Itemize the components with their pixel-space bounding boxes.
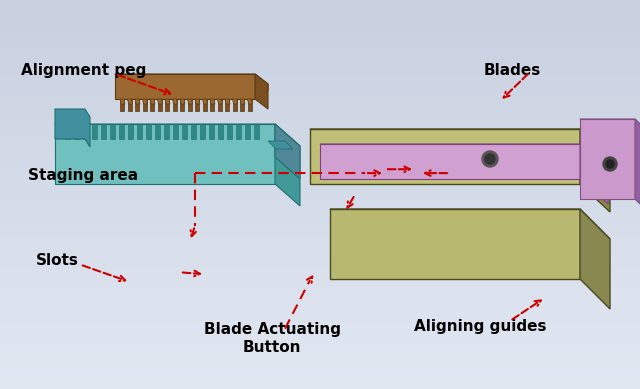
Polygon shape	[180, 99, 184, 111]
Polygon shape	[320, 144, 608, 169]
Polygon shape	[128, 124, 133, 139]
Polygon shape	[65, 124, 70, 139]
Polygon shape	[202, 99, 207, 111]
Polygon shape	[127, 99, 132, 104]
Polygon shape	[195, 99, 199, 111]
Polygon shape	[580, 119, 635, 199]
Polygon shape	[232, 99, 237, 104]
Polygon shape	[200, 124, 205, 139]
Text: Blades: Blades	[483, 63, 541, 77]
Polygon shape	[157, 99, 163, 104]
Polygon shape	[202, 99, 207, 104]
Polygon shape	[188, 99, 193, 104]
Polygon shape	[146, 124, 151, 139]
Text: Blade Actuating
Button: Blade Actuating Button	[204, 322, 340, 355]
Polygon shape	[120, 99, 124, 111]
Polygon shape	[210, 99, 215, 104]
Polygon shape	[268, 141, 293, 149]
Polygon shape	[127, 99, 131, 111]
Polygon shape	[92, 124, 97, 139]
Polygon shape	[157, 99, 161, 111]
Polygon shape	[635, 119, 640, 227]
Polygon shape	[173, 99, 177, 111]
Polygon shape	[101, 124, 106, 139]
Polygon shape	[74, 124, 79, 139]
Circle shape	[485, 154, 495, 164]
Circle shape	[606, 160, 614, 168]
Polygon shape	[182, 124, 187, 139]
Polygon shape	[225, 99, 229, 111]
Polygon shape	[110, 124, 115, 139]
Polygon shape	[119, 124, 124, 139]
Polygon shape	[248, 99, 252, 111]
Circle shape	[482, 151, 498, 167]
Polygon shape	[55, 109, 90, 147]
Polygon shape	[209, 124, 214, 139]
Polygon shape	[254, 124, 259, 139]
Polygon shape	[143, 99, 147, 111]
Polygon shape	[580, 119, 640, 147]
Polygon shape	[580, 144, 608, 204]
Polygon shape	[150, 99, 154, 111]
Polygon shape	[236, 124, 241, 139]
Polygon shape	[115, 74, 268, 91]
Polygon shape	[150, 99, 155, 104]
Polygon shape	[225, 99, 230, 104]
Polygon shape	[310, 129, 580, 184]
Polygon shape	[164, 124, 169, 139]
Polygon shape	[218, 99, 221, 111]
Polygon shape	[180, 99, 185, 104]
Polygon shape	[173, 99, 177, 104]
Polygon shape	[248, 99, 253, 104]
Polygon shape	[218, 99, 223, 104]
Text: Slots: Slots	[36, 253, 79, 268]
Text: Alignment peg: Alignment peg	[20, 63, 146, 77]
Polygon shape	[165, 99, 170, 104]
Polygon shape	[275, 124, 300, 179]
Polygon shape	[218, 124, 223, 139]
Polygon shape	[580, 209, 610, 309]
Polygon shape	[135, 99, 139, 111]
Polygon shape	[330, 209, 580, 279]
Polygon shape	[240, 99, 244, 111]
Polygon shape	[115, 74, 255, 99]
Polygon shape	[137, 124, 142, 139]
Text: Staging area: Staging area	[28, 168, 138, 182]
Polygon shape	[135, 99, 140, 104]
Polygon shape	[173, 124, 178, 139]
Text: Aligning guides: Aligning guides	[413, 319, 547, 334]
Polygon shape	[227, 124, 232, 139]
Polygon shape	[143, 99, 147, 104]
Circle shape	[603, 157, 617, 171]
Polygon shape	[240, 99, 245, 104]
Polygon shape	[188, 99, 191, 111]
Polygon shape	[320, 144, 580, 179]
Polygon shape	[191, 124, 196, 139]
Polygon shape	[195, 99, 200, 104]
Polygon shape	[330, 209, 610, 239]
Polygon shape	[275, 124, 300, 206]
Polygon shape	[155, 124, 160, 139]
Polygon shape	[83, 124, 88, 139]
Polygon shape	[55, 124, 300, 146]
Polygon shape	[245, 124, 250, 139]
Polygon shape	[165, 99, 169, 111]
Polygon shape	[310, 129, 610, 157]
Polygon shape	[210, 99, 214, 111]
Polygon shape	[55, 124, 275, 184]
Polygon shape	[255, 74, 268, 109]
Polygon shape	[120, 99, 125, 104]
Polygon shape	[232, 99, 237, 111]
Polygon shape	[580, 129, 610, 212]
